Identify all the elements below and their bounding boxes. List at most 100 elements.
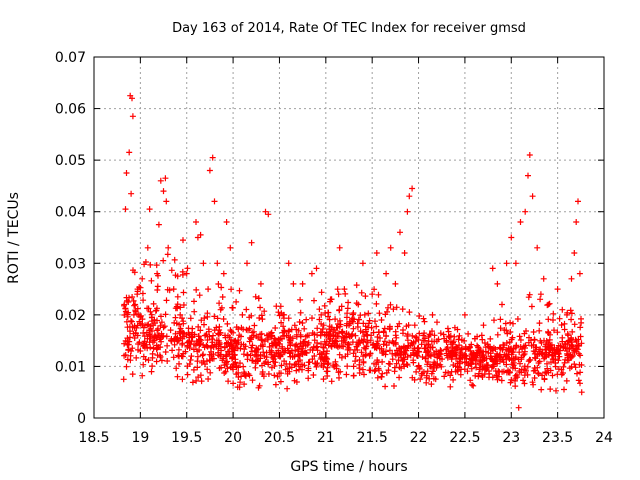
data-point — [418, 341, 425, 348]
data-point — [375, 365, 382, 372]
data-point — [406, 309, 413, 316]
data-point — [335, 321, 341, 327]
data-point — [536, 320, 543, 327]
data-point — [343, 314, 350, 321]
data-point — [390, 340, 397, 347]
data-point — [568, 342, 575, 349]
data-point — [261, 338, 268, 345]
data-point — [174, 373, 181, 380]
data-point — [198, 359, 205, 366]
data-point — [310, 372, 317, 378]
data-point — [383, 333, 389, 340]
data-point — [252, 360, 259, 367]
data-point — [240, 363, 247, 370]
data-point — [128, 318, 134, 324]
data-point — [316, 316, 323, 323]
data-point — [350, 350, 357, 357]
data-point — [517, 219, 524, 225]
data-point — [179, 341, 186, 348]
data-point — [128, 318, 135, 325]
data-point — [355, 340, 362, 347]
data-point — [295, 346, 302, 353]
data-point — [404, 333, 411, 339]
data-point — [224, 320, 231, 327]
data-point — [123, 363, 130, 370]
data-point — [338, 303, 345, 310]
data-point — [495, 373, 502, 380]
data-point — [269, 332, 275, 339]
data-point — [121, 340, 128, 347]
data-point — [293, 341, 300, 348]
data-point — [572, 345, 579, 352]
data-point — [505, 345, 512, 352]
data-point — [361, 311, 368, 318]
data-point — [501, 327, 508, 333]
data-point — [446, 334, 453, 341]
data-point — [326, 326, 333, 333]
data-point — [451, 324, 458, 331]
data-point — [425, 341, 432, 348]
data-point — [376, 310, 383, 317]
data-point — [374, 374, 381, 381]
data-point — [218, 284, 225, 291]
data-point — [500, 368, 507, 375]
data-point — [197, 327, 204, 334]
data-point — [318, 362, 325, 369]
data-point — [364, 339, 371, 346]
data-point — [175, 346, 182, 353]
data-point — [291, 377, 298, 384]
data-point — [148, 277, 155, 284]
data-point — [275, 309, 282, 316]
data-point — [194, 348, 201, 355]
data-point — [434, 353, 441, 360]
data-point — [371, 344, 378, 351]
data-point — [204, 343, 211, 350]
data-point — [129, 294, 136, 300]
data-point — [571, 250, 578, 256]
data-point — [498, 377, 505, 384]
data-point — [447, 333, 454, 339]
data-point — [142, 322, 148, 329]
y-tick-label: 0 — [77, 411, 86, 427]
data-point — [214, 260, 221, 267]
data-point — [265, 361, 272, 368]
data-point — [499, 301, 505, 308]
data-point — [448, 356, 455, 363]
data-point — [314, 343, 321, 350]
data-point — [439, 356, 445, 363]
data-point — [552, 363, 559, 370]
data-point — [554, 329, 561, 336]
data-point — [382, 383, 389, 390]
data-point — [191, 298, 197, 305]
data-point — [225, 378, 232, 385]
data-point — [177, 311, 184, 318]
data-point — [366, 367, 373, 374]
data-point — [480, 352, 487, 359]
data-point — [565, 332, 572, 339]
data-point — [126, 149, 133, 156]
data-point — [494, 280, 501, 287]
data-point — [432, 376, 439, 383]
data-point — [516, 349, 523, 356]
data-point — [241, 370, 248, 377]
data-point — [392, 332, 399, 339]
data-point — [556, 353, 563, 360]
data-point — [154, 305, 160, 312]
data-point — [429, 368, 436, 375]
data-point — [241, 346, 248, 353]
data-point — [141, 338, 148, 345]
data-point — [299, 320, 306, 326]
data-point — [429, 328, 435, 335]
data-point — [561, 320, 568, 327]
data-point — [311, 353, 318, 359]
data-point — [305, 365, 312, 372]
data-point — [554, 286, 561, 293]
data-point — [189, 325, 196, 332]
data-point — [410, 339, 417, 346]
data-point — [170, 354, 177, 361]
data-point — [224, 365, 231, 372]
data-point — [379, 370, 386, 377]
data-point — [543, 370, 550, 377]
data-point — [248, 239, 255, 246]
